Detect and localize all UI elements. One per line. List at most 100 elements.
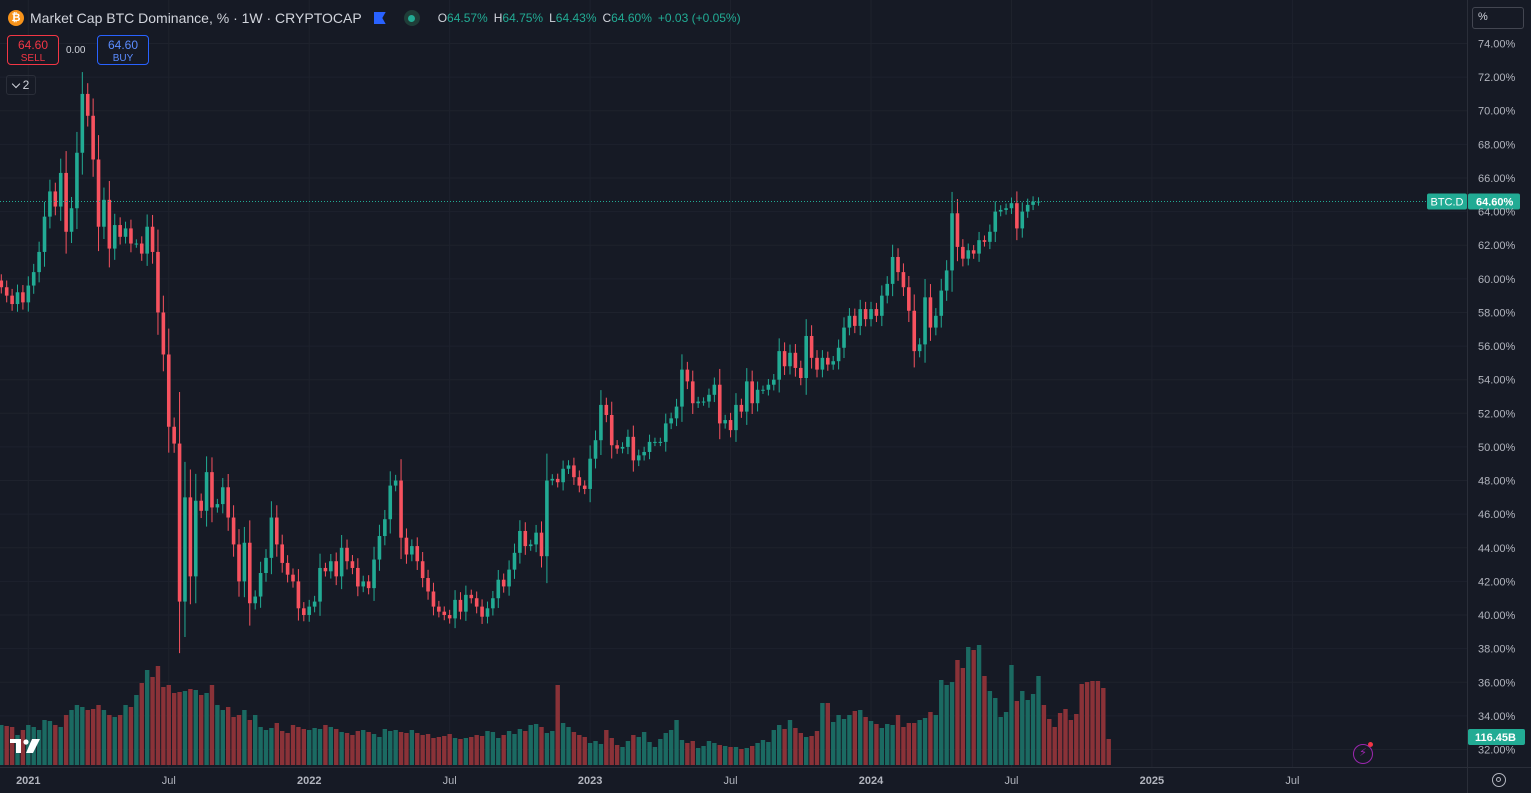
candle-body (674, 406, 679, 419)
symbol-title[interactable]: Market Cap BTC Dominance, % · 1W · CRYPT… (30, 10, 362, 26)
indicators-toggle-button[interactable]: 2 (6, 75, 36, 95)
volume-bar (674, 720, 679, 765)
candle (744, 368, 749, 425)
volume-bar (1106, 739, 1111, 765)
volume-bar (593, 741, 598, 765)
candle-body (604, 404, 609, 415)
volume-bar (631, 735, 636, 765)
candle-body (404, 537, 409, 555)
candle-body (798, 367, 803, 379)
candle (955, 198, 960, 262)
volume-bar (787, 720, 793, 765)
candle-body (64, 172, 68, 232)
candle-body (58, 172, 63, 207)
volume-bar (409, 730, 415, 765)
candle (1025, 198, 1030, 218)
open-label: O (437, 11, 448, 25)
volume-bar (571, 732, 577, 765)
candle (512, 543, 517, 579)
volume-bar (1014, 701, 1020, 765)
buy-button[interactable]: 64.60 BUY (97, 35, 149, 65)
y-tick-label: 62.00% (1478, 240, 1516, 252)
y-tick-label: 44.00% (1478, 543, 1516, 555)
candle-body (37, 251, 41, 273)
volume-bar (269, 728, 274, 765)
volume-bar (555, 685, 560, 765)
volume-bar (393, 730, 398, 765)
tradingview-logo-icon[interactable] (10, 736, 42, 754)
candle (80, 72, 85, 175)
volume-bar (42, 720, 47, 765)
y-tick-label: 48.00% (1478, 476, 1516, 488)
candle-body (372, 559, 376, 589)
candle (431, 582, 436, 616)
candle-body (458, 599, 463, 612)
candle-body (474, 598, 479, 607)
candle (285, 555, 290, 583)
candle (296, 569, 301, 621)
candle (1015, 191, 1019, 241)
candle (890, 244, 895, 297)
candle (269, 501, 274, 575)
volume-bar (474, 735, 479, 765)
candle (717, 368, 722, 440)
candle (912, 294, 917, 368)
candle (826, 351, 830, 371)
volume-bar (739, 749, 744, 765)
candle (928, 284, 933, 341)
candle-body (955, 213, 960, 247)
candle (647, 434, 652, 460)
volume-bar (1041, 705, 1047, 765)
candle (971, 245, 976, 259)
candle-body (669, 418, 673, 424)
candle-body (869, 309, 873, 320)
candle-body (42, 216, 47, 252)
volume-bar (533, 724, 539, 765)
candle (836, 339, 841, 370)
candle (696, 396, 700, 408)
candle-body (410, 546, 414, 555)
volume-bar (1101, 688, 1106, 765)
candle-body (518, 530, 522, 553)
volume-bar (776, 725, 782, 765)
candle-body (302, 608, 306, 616)
price-unit-selector[interactable]: % (1472, 7, 1524, 29)
sell-button[interactable]: 64.60 SELL (7, 35, 59, 65)
candle-body (420, 561, 425, 579)
candle (988, 224, 992, 250)
candle (161, 295, 166, 372)
volume-bar (301, 729, 307, 765)
volume-bar (663, 733, 668, 765)
market-status-icon[interactable] (403, 10, 420, 26)
volume-bar (171, 693, 177, 765)
volume-bar (339, 732, 344, 765)
alert-icon[interactable]: ⚡ (1353, 744, 1373, 764)
candle-body (447, 615, 452, 619)
candle-body (609, 414, 614, 446)
candle (183, 461, 187, 638)
volume-bar (323, 725, 328, 765)
candle-body (831, 361, 836, 365)
candle-body (10, 295, 14, 305)
candle (707, 388, 711, 408)
candle-body (53, 191, 58, 207)
y-tick-label: 74.00% (1478, 39, 1516, 51)
candle-body (80, 93, 85, 153)
settings-icon[interactable] (1492, 773, 1506, 787)
candle (75, 131, 79, 230)
volume-bar (425, 734, 431, 765)
candle-body (717, 384, 722, 424)
candle (842, 317, 846, 359)
candle (458, 592, 463, 620)
volume-bar (334, 729, 339, 765)
candle-body (988, 231, 992, 242)
candle (674, 398, 679, 427)
flag-icon[interactable] (373, 12, 386, 24)
volume-bar (1084, 682, 1090, 765)
symbol-legend[interactable]: ₿ Market Cap BTC Dominance, % · 1W · CRY… (8, 8, 741, 28)
volume-bar (517, 729, 523, 765)
volume-bar (204, 693, 209, 765)
y-tick-label: 54.00% (1478, 375, 1516, 387)
volume-bar (361, 730, 366, 765)
